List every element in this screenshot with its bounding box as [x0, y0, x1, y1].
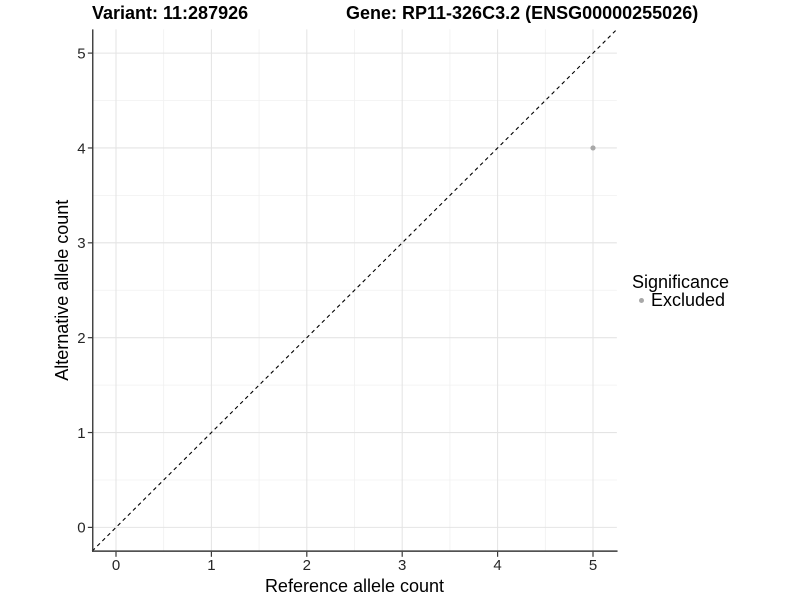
x-tick-label: 5: [589, 557, 597, 574]
y-tick-label: 4: [77, 140, 85, 157]
identity-dashed-line: [91, 28, 618, 552]
x-tick-label: 4: [493, 557, 501, 574]
y-tick-label: 0: [77, 520, 85, 537]
data-point: [590, 145, 596, 151]
legend-entry-label: Excluded: [651, 290, 726, 310]
y-tick-label: 1: [77, 425, 85, 442]
x-tick-label: 2: [303, 557, 311, 574]
y-tick-label: 5: [77, 45, 85, 62]
y-axis-title: Alternative allele count: [52, 200, 72, 381]
legend-key-circle-icon: [639, 298, 644, 303]
plot-title-variant: Variant: 11:287926: [92, 3, 249, 23]
legend-entry-excluded: Excluded: [632, 290, 729, 310]
y-tick-label: 3: [77, 235, 85, 252]
x-axis-title: Reference allele count: [265, 576, 444, 596]
x-tick-label: 0: [112, 557, 120, 574]
x-tick-label: 1: [207, 557, 215, 574]
legend: Significance Excluded: [632, 272, 730, 310]
y-tick-label: 2: [77, 330, 85, 347]
x-tick-label: 3: [398, 557, 406, 574]
plot-title-gene: Gene: RP11-326C3.2 (ENSG00000255026): [346, 3, 699, 23]
legend-title: Significance: [632, 272, 730, 292]
